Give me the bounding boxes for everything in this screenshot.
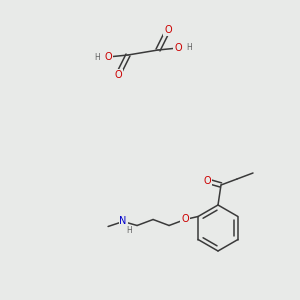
Text: H: H: [186, 44, 192, 52]
Text: O: O: [114, 70, 122, 80]
Text: H: H: [94, 52, 100, 62]
Text: H: H: [126, 226, 132, 235]
Text: O: O: [164, 25, 172, 35]
Text: N: N: [119, 217, 127, 226]
Text: O: O: [181, 214, 189, 224]
Text: O: O: [203, 176, 211, 186]
Text: O: O: [104, 52, 112, 62]
Text: O: O: [174, 43, 182, 53]
